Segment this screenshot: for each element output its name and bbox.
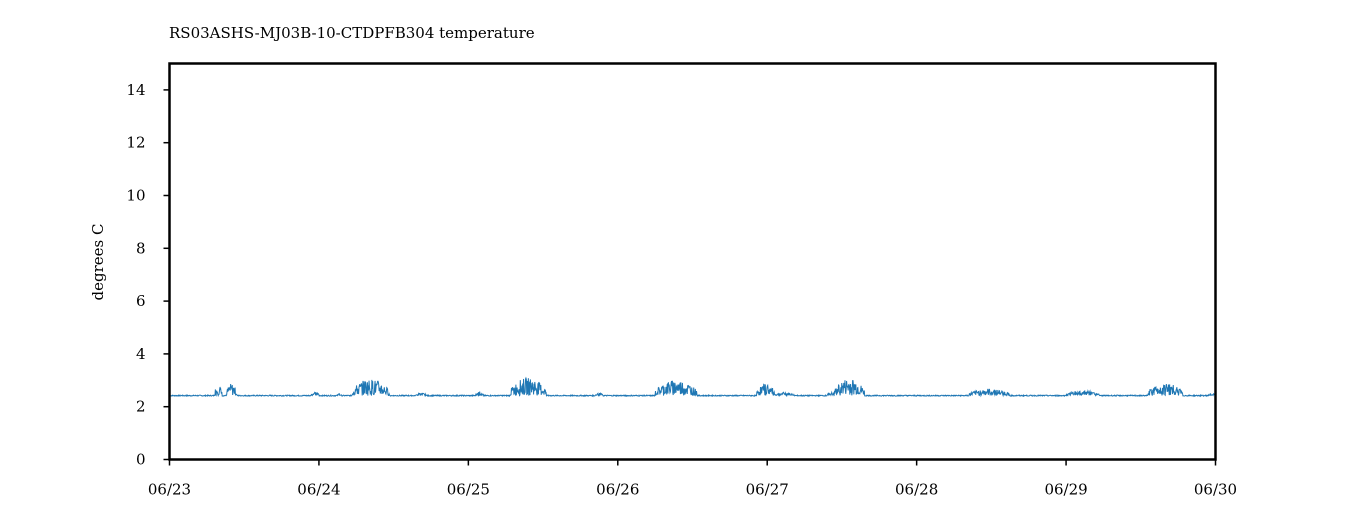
x-tick-label: 06/27 — [746, 481, 789, 499]
y-tick-label: 2 — [136, 398, 146, 416]
x-tick-label: 06/28 — [895, 481, 938, 499]
y-tick-label: 10 — [126, 187, 145, 205]
x-tick-label: 06/30 — [1194, 481, 1237, 499]
series-line — [169, 376, 1216, 398]
y-tick-label: 12 — [126, 134, 145, 152]
series-layer — [169, 376, 1216, 398]
y-tick-label: 6 — [136, 292, 146, 310]
x-tick-label: 06/26 — [596, 481, 639, 499]
axes-layer: 0 2 4 6 8 10 12 14 06/23 06/24 06/25 06/26 06/27 06/2… — [126, 81, 1237, 499]
chart-title: RS03ASHS-MJ03B-10-CTDPFB304 temperature — [169, 24, 535, 42]
y-tick-label: 8 — [136, 239, 146, 257]
y-tick-label: 4 — [136, 345, 146, 363]
x-tick-label: 06/29 — [1044, 481, 1087, 499]
x-tick-label: 06/23 — [148, 481, 191, 499]
plot-frame — [168, 62, 1217, 461]
x-tick-label: 06/25 — [447, 481, 490, 499]
y-axis-label: degrees C — [89, 224, 107, 301]
x-tick-label: 06/24 — [297, 481, 340, 499]
y-tick-label: 14 — [126, 81, 145, 99]
y-tick-label: 0 — [136, 451, 146, 469]
